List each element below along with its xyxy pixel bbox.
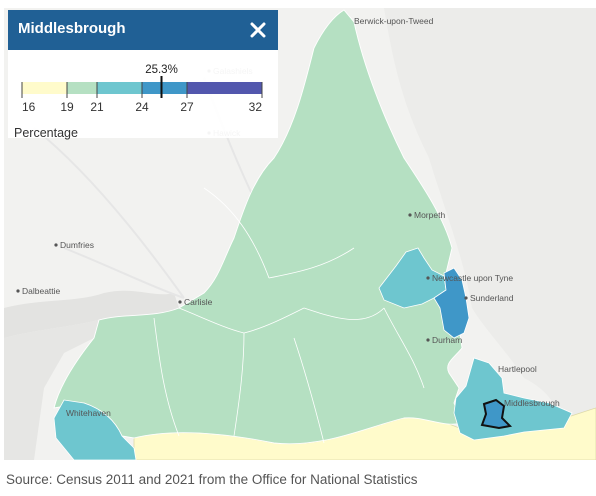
source-note: Source: Census 2011 and 2021 from the Of… <box>6 472 418 487</box>
north-sea <box>384 8 596 460</box>
place-label: Durham <box>432 335 462 345</box>
legend-tick-label: 24 <box>135 100 149 114</box>
legend-band <box>187 82 262 94</box>
legend-band <box>97 82 142 94</box>
selected-value-label: 25.3% <box>145 64 178 76</box>
legend-tick-label: 32 <box>249 100 263 114</box>
solway-firth <box>4 290 179 338</box>
legend-band <box>142 82 187 94</box>
place-dot <box>464 296 468 300</box>
legend-tick-label: 21 <box>90 100 104 114</box>
place-label: Dumfries <box>60 240 94 250</box>
place-dot <box>426 276 430 280</box>
region-middlesbrough-selected[interactable] <box>480 398 513 430</box>
district-boundaries <box>153 187 425 444</box>
legend-band <box>67 82 97 94</box>
color-legend: 16 19 21 24 27 32 25.3% <box>21 64 263 114</box>
panel-header: Middlesbrough <box>8 10 278 50</box>
legend-tick-label: 16 <box>22 100 36 114</box>
close-icon <box>250 22 266 38</box>
place-label: Berwick-upon-Tweed <box>354 16 434 26</box>
place-label: Whitehaven <box>66 408 111 418</box>
place-dot <box>408 213 412 217</box>
place-label: Morpeth <box>414 210 445 220</box>
selected-area-name: Middlesbrough <box>18 20 126 37</box>
place-dot <box>16 289 20 293</box>
place-label: Newcastle upon Tyne <box>432 273 513 283</box>
place-label: Dalbeattie <box>22 286 61 296</box>
region-copeland[interactable] <box>53 399 137 460</box>
place-label: Hartlepool <box>498 364 537 374</box>
region-sunderland[interactable] <box>433 267 470 339</box>
close-button[interactable] <box>244 16 272 44</box>
place-label: Carlisle <box>184 297 213 307</box>
legend-band <box>22 82 67 94</box>
legend-tick-label: 19 <box>60 100 74 114</box>
place-dot <box>426 338 430 342</box>
legend-tick-label: 27 <box>180 100 194 114</box>
place-label: Sunderland <box>470 293 514 303</box>
legend-panel: Middlesbrough 16 19 21 24 27 32 25.3% Percent… <box>8 10 278 140</box>
place-dot <box>178 300 182 304</box>
sea-area <box>4 320 99 460</box>
place-label: Middlesbrough <box>504 398 560 408</box>
place-dot <box>54 243 58 247</box>
variable-label: Percentage <box>14 126 78 140</box>
